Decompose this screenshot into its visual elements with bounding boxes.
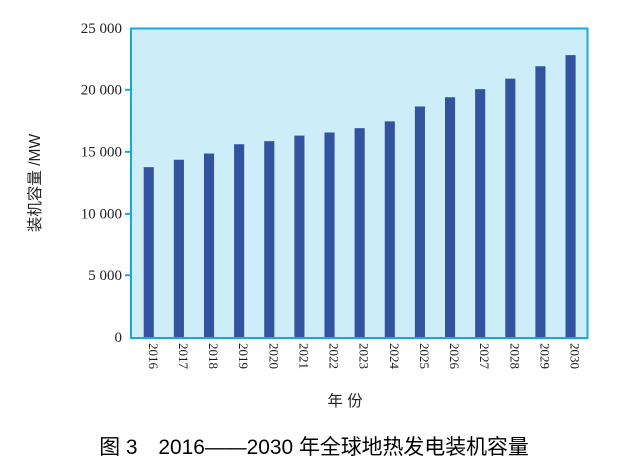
svg-text:2024: 2024 [387, 343, 402, 370]
svg-text:15 000: 15 000 [81, 145, 122, 161]
svg-text:2030: 2030 [568, 343, 583, 369]
svg-text:2023: 2023 [357, 343, 372, 369]
svg-text:2021: 2021 [296, 343, 311, 369]
svg-text:2028: 2028 [507, 343, 522, 369]
svg-text:5 000: 5 000 [88, 268, 122, 284]
svg-text:2027: 2027 [477, 343, 492, 370]
svg-text:2016: 2016 [146, 343, 161, 370]
svg-text:年 份: 年 份 [327, 392, 363, 410]
svg-text:2025: 2025 [417, 343, 432, 369]
svg-text:2017: 2017 [176, 343, 191, 370]
svg-text:0: 0 [115, 330, 123, 346]
svg-text:装机容量 /MW: 装机容量 /MW [26, 134, 44, 233]
svg-text:10 000: 10 000 [81, 207, 122, 223]
svg-text:图 3 2016——2030 年全球地热发电装机容量: 图 3 2016——2030 年全球地热发电装机容量 [99, 436, 529, 459]
svg-text:2020: 2020 [266, 343, 281, 369]
svg-text:2022: 2022 [327, 343, 342, 369]
svg-text:2026: 2026 [447, 343, 462, 370]
svg-text:25 000: 25 000 [81, 21, 122, 37]
svg-text:20 000: 20 000 [81, 83, 122, 99]
svg-text:2019: 2019 [236, 343, 251, 369]
svg-text:2018: 2018 [206, 343, 221, 369]
svg-text:2029: 2029 [537, 343, 552, 369]
